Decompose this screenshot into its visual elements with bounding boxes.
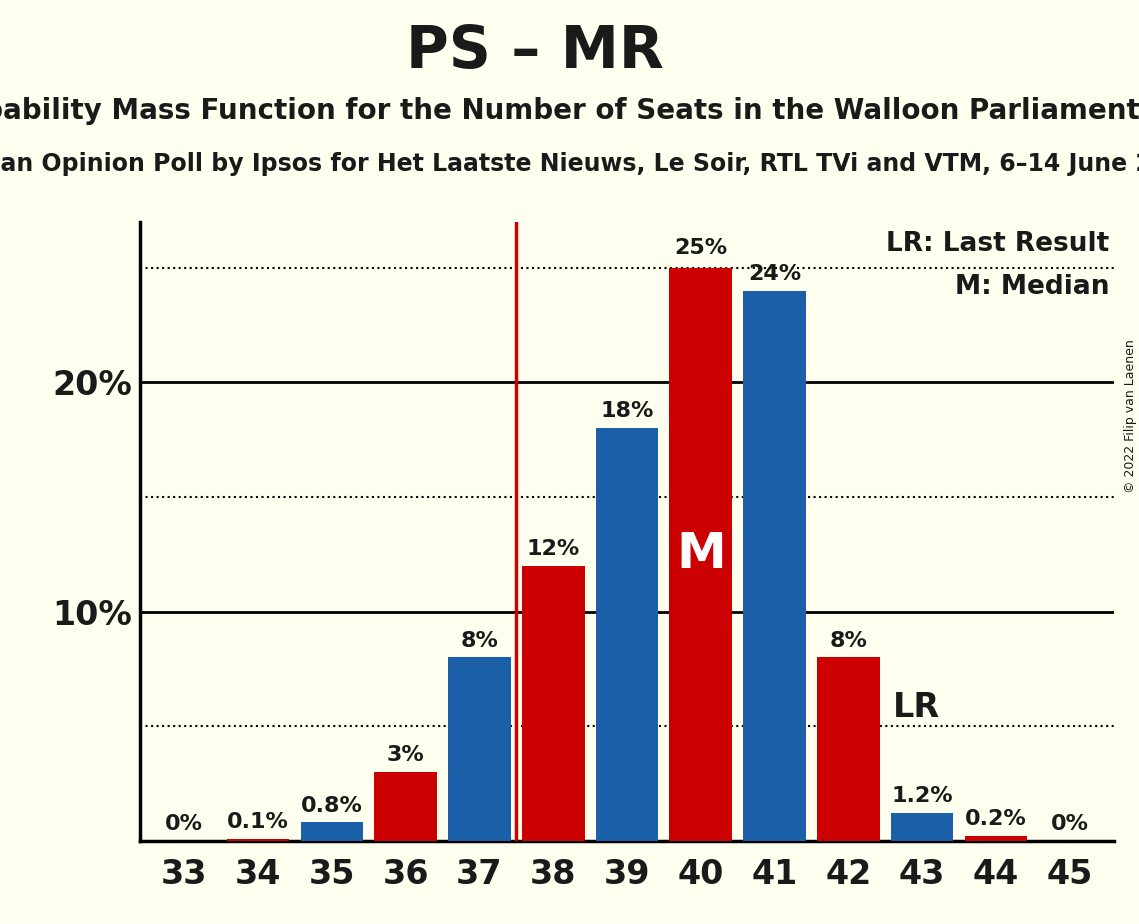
Text: 3%: 3%: [387, 745, 425, 765]
Text: 18%: 18%: [600, 401, 654, 421]
Bar: [227, 839, 289, 841]
Text: 0%: 0%: [165, 814, 204, 834]
Text: Based on an Opinion Poll by Ipsos for Het Laatste Nieuws, Le Soir, RTL TVi and V: Based on an Opinion Poll by Ipsos for He…: [0, 152, 1139, 176]
Text: M: Median: M: Median: [954, 274, 1109, 300]
Text: 12%: 12%: [526, 539, 580, 559]
Bar: [891, 813, 953, 841]
Text: 24%: 24%: [748, 263, 801, 284]
Bar: [375, 772, 437, 841]
Text: 0.2%: 0.2%: [965, 809, 1026, 830]
Bar: [965, 836, 1027, 841]
Bar: [301, 822, 363, 841]
Text: 0.1%: 0.1%: [227, 811, 289, 832]
Text: LR: LR: [893, 691, 940, 724]
Text: 8%: 8%: [460, 630, 499, 650]
Text: LR: Last Result: LR: Last Result: [886, 231, 1109, 257]
Text: PS – MR: PS – MR: [407, 23, 664, 80]
Bar: [522, 565, 584, 841]
Text: 1.2%: 1.2%: [892, 786, 953, 807]
Bar: [744, 290, 806, 841]
Text: 8%: 8%: [829, 630, 867, 650]
Text: © 2022 Filip van Laenen: © 2022 Filip van Laenen: [1124, 339, 1137, 492]
Bar: [448, 657, 510, 841]
Text: 25%: 25%: [674, 238, 728, 259]
Text: M: M: [675, 530, 726, 578]
Text: 0%: 0%: [1050, 814, 1089, 834]
Text: 0.8%: 0.8%: [301, 796, 363, 816]
Bar: [670, 268, 732, 841]
Text: Probability Mass Function for the Number of Seats in the Walloon Parliament: Probability Mass Function for the Number…: [0, 97, 1139, 125]
Bar: [596, 428, 658, 841]
Bar: [817, 657, 879, 841]
